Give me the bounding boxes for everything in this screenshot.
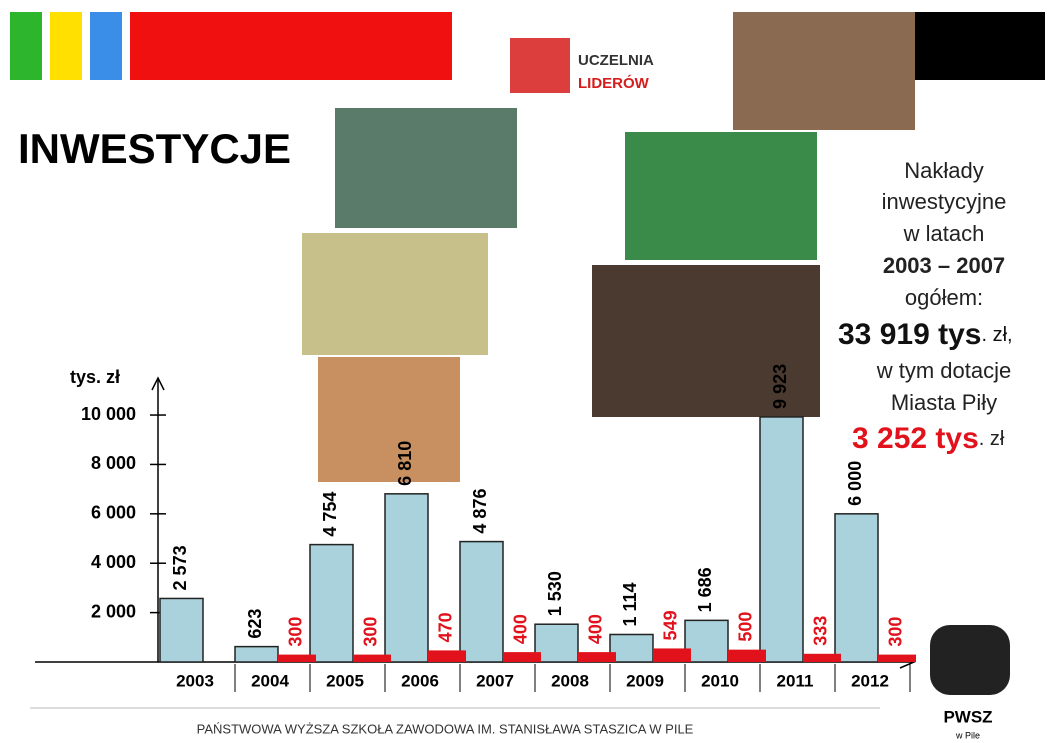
value-label: 6 810 <box>395 441 415 486</box>
summary-subsidy: 3 252 tys <box>852 422 979 455</box>
slide-title: INWESTYCJE <box>18 125 291 172</box>
summary-text: ogółem: <box>905 285 983 310</box>
x-tick-label: 2007 <box>476 671 514 690</box>
x-tick-label: 2008 <box>551 671 589 690</box>
summary-text: w tym dotacje <box>876 358 1012 383</box>
logo-text: LIDERÓW <box>578 74 650 92</box>
summary-unit: . zł <box>979 428 1005 450</box>
bar <box>428 650 466 662</box>
summary-text: Nakłady <box>904 158 983 183</box>
x-tick-label: 2011 <box>777 671 814 690</box>
value-label: 9 923 <box>770 364 790 409</box>
x-tick-label: 2006 <box>401 671 439 690</box>
y-tick-label: 2 000 <box>91 601 136 621</box>
summary-text: inwestycyjne <box>882 189 1007 214</box>
bar <box>653 648 691 662</box>
logo-icon <box>510 38 570 93</box>
x-tick-label: 2005 <box>326 671 364 690</box>
summary-total: 33 919 tys <box>838 318 981 351</box>
photo <box>733 12 915 130</box>
bar <box>535 624 578 662</box>
summary-subsidy: 3 252 tys. zł <box>852 422 1005 455</box>
y-tick-label: 8 000 <box>91 453 136 473</box>
value-label: 1 114 <box>620 582 640 626</box>
footer-text: PAŃSTWOWA WYŻSZA SZKOŁA ZAWODOWA IM. STA… <box>197 721 694 736</box>
color-block <box>915 12 1045 80</box>
y-tick-label: 4 000 <box>91 552 136 572</box>
value-label: 549 <box>661 610 681 640</box>
color-block <box>130 12 452 80</box>
bar <box>578 652 616 662</box>
value-label: 470 <box>436 612 456 642</box>
summary: Nakłady inwestycyjne w latach 2003 – 200… <box>876 158 1012 415</box>
logo: UCZELNIA LIDERÓW <box>510 38 654 93</box>
summary-text: 2003 – 2007 <box>883 253 1005 278</box>
color-block <box>90 12 122 80</box>
photo <box>302 233 488 355</box>
footer-logo-text: PWSZ <box>943 707 992 726</box>
photo <box>318 357 460 482</box>
y-tick-label: 10 000 <box>81 404 136 424</box>
bar <box>878 655 916 662</box>
value-label: 623 <box>245 609 265 639</box>
bar <box>385 494 428 662</box>
photo <box>335 108 517 228</box>
color-block <box>50 12 82 80</box>
bar <box>278 655 316 662</box>
value-label: 400 <box>586 614 606 644</box>
value-label: 300 <box>886 617 906 647</box>
bar <box>160 598 203 662</box>
x-tick-label: 2009 <box>626 671 664 690</box>
value-label: 300 <box>361 617 381 647</box>
bar <box>728 650 766 662</box>
value-label: 300 <box>286 617 306 647</box>
bar <box>610 634 653 662</box>
bar <box>353 655 391 662</box>
bar <box>685 620 728 662</box>
value-label: 500 <box>736 612 756 642</box>
bar <box>803 654 841 662</box>
summary-total: 33 919 tys. zł, <box>838 318 1013 351</box>
logo-text: UCZELNIA <box>578 52 654 69</box>
footer-logo <box>930 625 1010 695</box>
x-tick-label: 2012 <box>851 671 889 690</box>
summary-text: w latach <box>903 221 985 246</box>
summary-unit: . zł, <box>981 324 1012 346</box>
bar <box>460 542 503 662</box>
bar <box>835 514 878 662</box>
y-axis-label: tys. zł <box>70 367 120 387</box>
value-label: 4 876 <box>470 489 490 534</box>
bar <box>760 417 803 662</box>
x-tick-label: 2010 <box>701 671 739 690</box>
color-block <box>10 12 42 80</box>
y-tick-label: 6 000 <box>91 503 136 523</box>
value-label: 400 <box>511 614 531 644</box>
value-label: 4 754 <box>320 492 340 537</box>
photo <box>625 132 817 260</box>
footer-logo-text: w Pile <box>955 730 980 740</box>
value-label: 6 000 <box>845 461 865 506</box>
value-label: 2 573 <box>170 545 190 590</box>
value-label: 333 <box>811 616 831 646</box>
bar <box>503 652 541 662</box>
summary-text: Miasta Piły <box>891 390 997 415</box>
slide: UCZELNIA LIDERÓW INWESTYCJE Nakłady inwe… <box>0 0 1049 743</box>
value-label: 1 686 <box>695 567 715 612</box>
bar <box>235 647 278 662</box>
value-label: 1 530 <box>545 571 565 616</box>
x-tick-label: 2003 <box>176 671 214 690</box>
bar <box>310 545 353 662</box>
x-tick-label: 2004 <box>251 671 289 690</box>
